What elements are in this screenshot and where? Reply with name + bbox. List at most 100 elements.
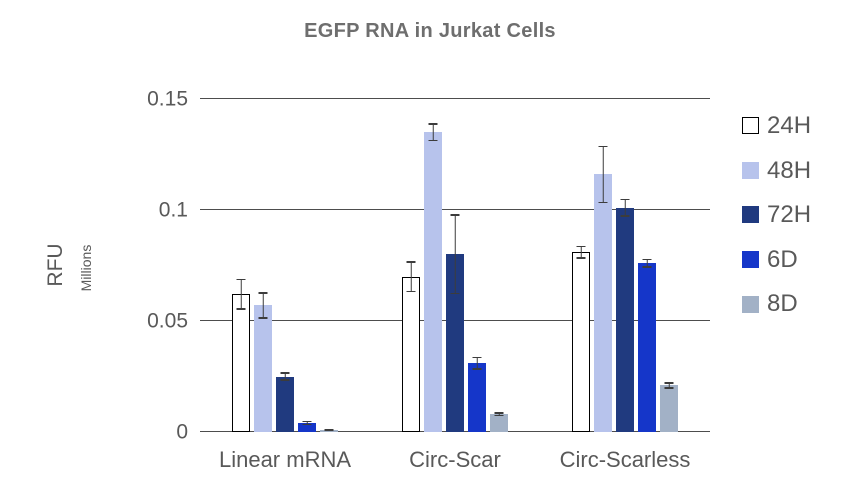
bar-8D-circ-scar xyxy=(490,414,508,432)
bar-cell xyxy=(446,99,464,432)
error-bar-cap-bottom xyxy=(576,257,586,259)
bar-72H-circ-scarless xyxy=(616,207,634,432)
error-bar-cap-bottom xyxy=(664,387,674,389)
error-bar-cap-bottom xyxy=(428,139,438,142)
bar-cell xyxy=(254,99,272,432)
error-bar-cap-bottom xyxy=(406,290,416,293)
plot-area xyxy=(200,98,710,432)
error-bar-line xyxy=(668,382,670,389)
bar-cell xyxy=(660,99,678,432)
error-bar-cap-bottom xyxy=(258,317,268,319)
x-category-label: Circ-Scar xyxy=(409,447,501,472)
error-bar xyxy=(302,420,312,426)
y-axis: 0 0.05 0.1 0.15 xyxy=(110,89,188,443)
legend-swatch xyxy=(742,117,759,135)
error-bar xyxy=(324,428,334,431)
x-category-label: Circ-Scarless xyxy=(559,447,691,472)
error-bar-cap-top xyxy=(576,245,586,248)
x-axis: Linear mRNA Circ-Scar Circ-Scarless xyxy=(200,447,710,473)
error-bar-line xyxy=(454,214,456,295)
error-bar-cap-top xyxy=(472,356,482,359)
error-bar-cap-top xyxy=(598,145,608,148)
bar-8D-circ-scarless xyxy=(660,385,678,432)
legend-item-48h: 48H xyxy=(742,157,811,185)
bar-72H-circ-scar xyxy=(446,254,464,432)
bar-24H-circ-scar xyxy=(402,276,420,432)
error-bar-cap-bottom xyxy=(494,414,504,417)
error-bar xyxy=(406,261,416,293)
bar-cell xyxy=(594,99,612,432)
error-bar-cap-bottom xyxy=(236,308,246,310)
error-bar xyxy=(664,382,674,389)
error-bar-line xyxy=(410,261,412,293)
error-bar xyxy=(598,145,608,204)
error-bar-line xyxy=(580,245,582,259)
bar-cell xyxy=(638,99,656,432)
error-bar-line xyxy=(602,145,604,204)
legend: 24H 48H 72H 6D 8D xyxy=(742,112,811,335)
legend-item-6d: 6D xyxy=(742,246,811,274)
bar-48H-circ-scarless xyxy=(594,174,612,432)
error-bar-cap-top xyxy=(280,372,290,374)
error-bar-line xyxy=(240,278,242,310)
bar-group xyxy=(230,99,340,432)
bar-group xyxy=(400,99,510,432)
error-bar-line xyxy=(646,258,648,268)
error-bar xyxy=(494,412,504,417)
legend-label: 8D xyxy=(767,290,798,318)
gridline xyxy=(200,209,710,210)
bar-cell xyxy=(232,99,250,432)
bar-cell xyxy=(468,99,486,432)
bar-cell xyxy=(298,99,316,432)
error-bar-cap-bottom xyxy=(324,429,334,431)
bar-group xyxy=(570,99,680,432)
error-bar xyxy=(472,356,482,370)
y-tick-label: 0.05 xyxy=(147,309,188,333)
error-bar-line xyxy=(262,292,264,319)
legend-item-24h: 24H xyxy=(742,112,811,140)
bar-cell xyxy=(424,99,442,432)
error-bar xyxy=(428,123,438,142)
y-axis-label: RFU xyxy=(44,243,67,287)
error-bar xyxy=(236,278,246,310)
bar-6D-linear-mrna xyxy=(298,423,316,432)
error-bar-cap-top xyxy=(428,123,438,125)
error-bar-cap-top xyxy=(620,198,630,201)
error-bar-cap-top xyxy=(450,214,460,216)
error-bar xyxy=(280,372,290,381)
bar-cell xyxy=(320,99,338,432)
chart-title: EGFP RNA in Jurkat Cells xyxy=(304,20,556,42)
y-tick-label: 0.15 xyxy=(147,87,188,111)
bar-24H-circ-scarless xyxy=(572,252,590,432)
legend-swatch xyxy=(742,251,759,269)
error-bar-line xyxy=(432,123,434,142)
legend-swatch xyxy=(742,295,759,313)
bar-cell xyxy=(490,99,508,432)
error-bar xyxy=(450,214,460,295)
legend-item-8d: 8D xyxy=(742,290,811,318)
bar-cell xyxy=(616,99,634,432)
error-bar-cap-bottom xyxy=(450,292,460,295)
bar-cell xyxy=(572,99,590,432)
error-bar-cap-top xyxy=(302,420,312,423)
bar-48H-circ-scar xyxy=(424,132,442,432)
error-bar-line xyxy=(624,198,626,217)
legend-item-72h: 72H xyxy=(742,201,811,229)
legend-label: 48H xyxy=(767,156,812,184)
legend-swatch xyxy=(742,161,759,179)
error-bar-line xyxy=(498,412,500,417)
bar-6D-circ-scar xyxy=(468,363,486,432)
bar-72H-linear-mrna xyxy=(276,376,294,432)
y-tick-label: 0 xyxy=(176,420,188,444)
error-bar-cap-top xyxy=(642,258,652,261)
legend-swatch xyxy=(742,206,759,224)
y-tick-label: 0.1 xyxy=(158,198,188,222)
bar-8D-linear-mrna xyxy=(320,429,338,432)
bar-cell xyxy=(402,99,420,432)
bar-48H-linear-mrna xyxy=(254,305,272,432)
error-bar-cap-top xyxy=(236,278,246,281)
error-bar-cap-top xyxy=(258,292,268,294)
legend-label: 72H xyxy=(767,201,812,229)
gridline xyxy=(200,98,710,99)
